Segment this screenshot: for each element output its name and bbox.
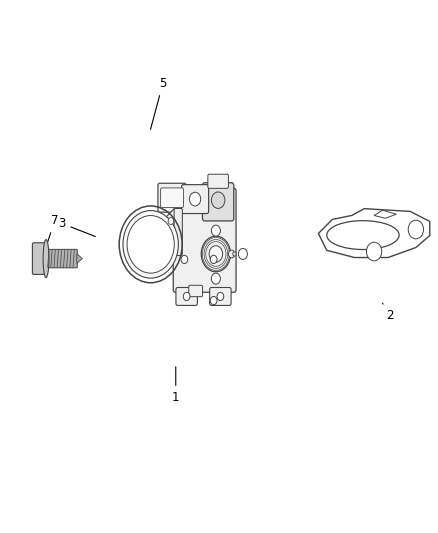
Line: 2 pts: 2 pts bbox=[67, 250, 68, 267]
Point bbox=[65, 247, 71, 253]
Line: 2 pts: 2 pts bbox=[48, 250, 49, 267]
FancyBboxPatch shape bbox=[158, 183, 186, 212]
Circle shape bbox=[212, 273, 220, 284]
Point bbox=[59, 247, 64, 253]
Circle shape bbox=[217, 292, 224, 301]
Line: 2 pts: 2 pts bbox=[73, 250, 74, 267]
Text: 2: 2 bbox=[382, 303, 394, 322]
FancyBboxPatch shape bbox=[176, 287, 198, 305]
Line: 2 pts: 2 pts bbox=[70, 250, 71, 267]
Polygon shape bbox=[160, 207, 181, 238]
Point bbox=[72, 247, 77, 253]
Circle shape bbox=[408, 220, 424, 239]
Point bbox=[58, 264, 63, 270]
Circle shape bbox=[190, 192, 201, 206]
Polygon shape bbox=[77, 254, 82, 263]
Line: 2 pts: 2 pts bbox=[51, 250, 52, 267]
Polygon shape bbox=[318, 208, 430, 257]
Text: 3: 3 bbox=[58, 217, 95, 237]
Point bbox=[51, 264, 57, 270]
Circle shape bbox=[209, 246, 223, 262]
Ellipse shape bbox=[327, 221, 399, 249]
FancyBboxPatch shape bbox=[208, 174, 229, 188]
Point bbox=[46, 247, 52, 253]
Line: 2 pts: 2 pts bbox=[60, 250, 62, 267]
Circle shape bbox=[212, 192, 225, 208]
Circle shape bbox=[212, 225, 220, 236]
Point bbox=[56, 247, 61, 253]
Point bbox=[53, 247, 58, 253]
FancyBboxPatch shape bbox=[181, 184, 208, 214]
Text: 1: 1 bbox=[172, 367, 180, 404]
Line: 2 pts: 2 pts bbox=[57, 250, 58, 267]
FancyBboxPatch shape bbox=[210, 287, 231, 305]
Point bbox=[48, 264, 53, 270]
Point bbox=[54, 264, 60, 270]
Text: 7: 7 bbox=[47, 214, 58, 244]
Circle shape bbox=[181, 255, 188, 263]
Circle shape bbox=[201, 236, 230, 272]
Point bbox=[68, 247, 74, 253]
Circle shape bbox=[367, 242, 382, 261]
Ellipse shape bbox=[43, 240, 49, 278]
Polygon shape bbox=[374, 210, 396, 218]
Point bbox=[49, 247, 55, 253]
Point bbox=[64, 264, 69, 270]
Circle shape bbox=[123, 211, 178, 278]
Point bbox=[71, 264, 76, 270]
FancyBboxPatch shape bbox=[202, 183, 234, 221]
FancyBboxPatch shape bbox=[173, 188, 236, 292]
Circle shape bbox=[127, 215, 174, 273]
Line: 2 pts: 2 pts bbox=[64, 250, 65, 267]
FancyBboxPatch shape bbox=[189, 285, 202, 297]
FancyBboxPatch shape bbox=[32, 243, 47, 274]
Circle shape bbox=[233, 252, 236, 256]
Circle shape bbox=[183, 292, 190, 301]
Point bbox=[45, 264, 50, 270]
FancyBboxPatch shape bbox=[174, 208, 182, 255]
Circle shape bbox=[168, 217, 174, 224]
FancyBboxPatch shape bbox=[161, 188, 184, 207]
Point bbox=[62, 247, 67, 253]
Circle shape bbox=[210, 296, 217, 305]
Text: 5: 5 bbox=[151, 77, 166, 130]
FancyBboxPatch shape bbox=[46, 249, 77, 268]
Circle shape bbox=[210, 255, 217, 263]
Circle shape bbox=[238, 248, 247, 260]
Point bbox=[67, 264, 72, 270]
Circle shape bbox=[229, 250, 235, 258]
Point bbox=[61, 264, 66, 270]
Line: 2 pts: 2 pts bbox=[54, 250, 55, 267]
